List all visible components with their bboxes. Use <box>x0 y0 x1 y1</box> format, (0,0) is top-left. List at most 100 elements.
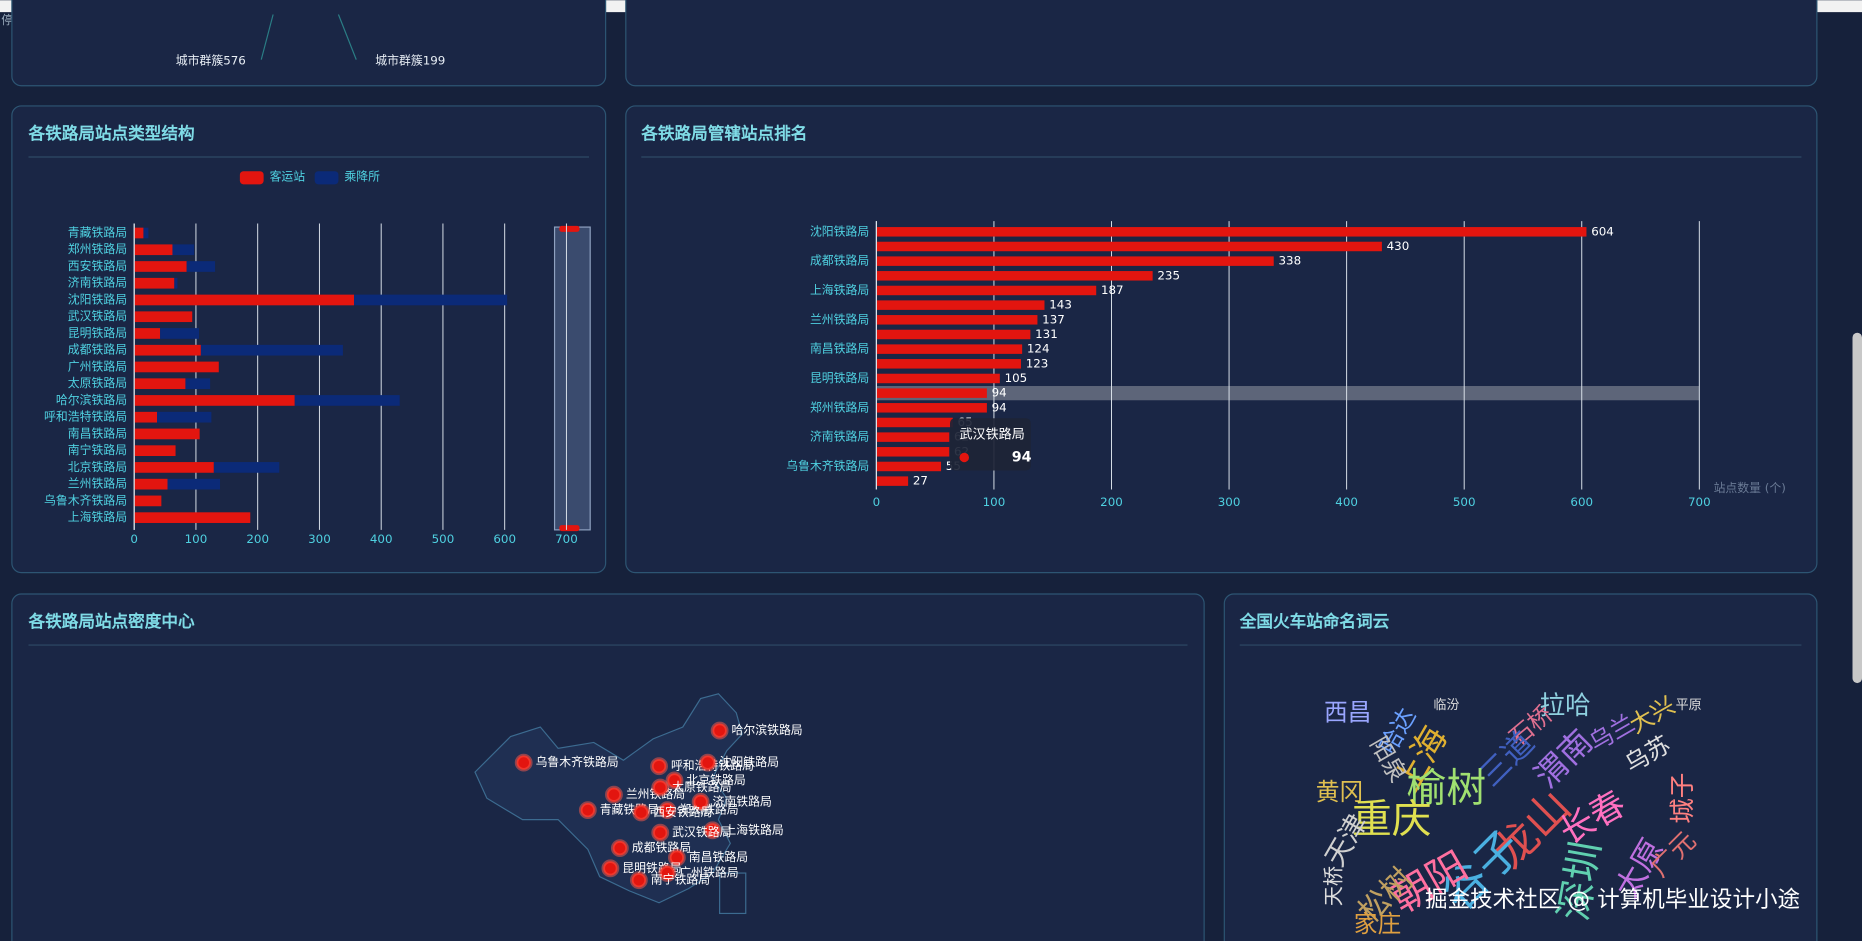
y-tick-label: 南宁铁路局 <box>68 443 127 457</box>
y-tick-label: 兰州铁路局 <box>810 312 869 326</box>
x-tick-label: 500 <box>432 532 455 546</box>
cloud-word: 黄冈 <box>1316 778 1364 806</box>
y-tick-label: 沈阳铁路局 <box>68 292 127 306</box>
value-label: 430 <box>1387 239 1410 253</box>
y-tick-label: 昆明铁路局 <box>68 326 127 340</box>
y-tick-label: 济南铁路局 <box>68 276 127 290</box>
x-axis-label: 站点数量 (个) <box>1714 481 1786 495</box>
station-point <box>691 792 710 811</box>
y-tick-label: 郑州铁路局 <box>68 242 127 256</box>
y-tick-label: 成都铁路局 <box>810 254 869 268</box>
value-label: 124 <box>1027 342 1050 356</box>
bar <box>876 344 1023 354</box>
tooltip-dot <box>959 452 969 463</box>
value-label: 604 <box>1591 224 1614 238</box>
station-point <box>651 823 670 842</box>
bar <box>876 300 1045 310</box>
value-label: 27 <box>913 474 928 488</box>
point-label: 上海铁路局 <box>724 823 783 837</box>
bar <box>876 403 987 413</box>
x-tick-label: 0 <box>130 532 138 546</box>
value-label: 137 <box>1042 312 1065 326</box>
scrollbar[interactable] <box>1852 332 1862 684</box>
cloud-word: 临汾 <box>1433 698 1459 713</box>
bar-segment <box>134 495 162 507</box>
graph-edge <box>260 14 357 60</box>
bar-segment <box>134 428 200 440</box>
value-label: 123 <box>1026 356 1049 370</box>
hover-band <box>876 386 1700 401</box>
station-point <box>710 721 729 740</box>
value-label: 338 <box>1278 254 1301 268</box>
bar-segment <box>134 411 158 423</box>
cloud-word: 重庆 <box>1352 797 1432 843</box>
y-tick-label: 广州铁路局 <box>68 359 127 373</box>
cluster-label: 城市群簇199 <box>375 53 445 67</box>
zoom-slider[interactable] <box>553 226 591 531</box>
x-tick-label: 300 <box>308 532 331 546</box>
bar-segment <box>134 227 144 239</box>
bar-segment <box>167 478 221 490</box>
station-point <box>605 785 623 804</box>
bar-segment <box>157 411 212 423</box>
y-tick-label: 西安铁路局 <box>68 259 127 273</box>
bar <box>876 329 1031 340</box>
point-label: 西安铁路局 <box>653 805 712 819</box>
bar-segment <box>294 395 400 406</box>
cloud-word: 拉哈 <box>1540 691 1591 721</box>
x-tick-label: 200 <box>1100 495 1123 509</box>
cloud-word: 家庄 <box>1354 910 1402 938</box>
bar <box>876 373 1000 384</box>
bar-segment <box>134 512 251 523</box>
bar-segment <box>134 395 295 406</box>
point-label: 济南铁路局 <box>713 794 772 808</box>
cloud-word: 榆树 <box>1407 766 1487 812</box>
corner-mark: 停 <box>1 13 13 27</box>
bar <box>876 271 1153 281</box>
y-tick-label: 南昌铁路局 <box>68 426 127 440</box>
station-point <box>667 848 686 867</box>
y-tick-label: 乌鲁木齐铁路局 <box>786 459 869 473</box>
bar <box>876 388 987 398</box>
point-label: 广州铁路局 <box>679 866 738 880</box>
station-point <box>651 778 670 797</box>
y-tick-label: 成都铁路局 <box>68 343 127 357</box>
y-tick-label: 太原铁路局 <box>68 376 127 390</box>
point-label: 南昌铁路局 <box>689 850 748 864</box>
station-point <box>514 753 533 772</box>
x-tick-label: 300 <box>1218 495 1241 509</box>
y-tick-label: 上海铁路局 <box>810 283 869 297</box>
y-tick-label: 武汉铁路局 <box>68 309 127 323</box>
x-tick-label: 600 <box>1570 495 1593 509</box>
bar-segment <box>160 328 200 339</box>
x-tick-label: 0 <box>873 495 881 509</box>
value-label: 235 <box>1157 268 1180 282</box>
station-point <box>703 821 722 840</box>
value-label: 105 <box>1005 371 1028 385</box>
bar <box>876 417 953 428</box>
bar-segment <box>134 462 214 473</box>
point-label: 沈阳铁路局 <box>720 755 779 769</box>
x-tick-label: 500 <box>1453 495 1476 509</box>
bar-segment <box>134 344 201 356</box>
x-tick-label: 700 <box>1688 495 1711 509</box>
x-tick-label: 600 <box>493 532 516 546</box>
inset-frame <box>719 872 747 915</box>
y-tick-label: 济南铁路局 <box>810 430 869 444</box>
bar-segment <box>354 294 508 306</box>
value-label: 94 <box>992 400 1007 414</box>
station-point <box>629 871 648 890</box>
bar <box>876 315 1038 325</box>
station-point <box>610 839 629 858</box>
zoom-handle[interactable] <box>559 225 580 232</box>
station-point <box>650 757 668 776</box>
y-tick-label: 哈尔滨铁路局 <box>56 393 127 407</box>
station-point <box>665 771 684 790</box>
zoom-handle[interactable] <box>559 525 580 532</box>
x-tick-label: 200 <box>246 532 269 546</box>
point-label: 武汉铁路局 <box>672 825 731 839</box>
x-tick-label: 400 <box>1335 495 1358 509</box>
station-point <box>578 801 597 820</box>
station-point <box>698 753 717 772</box>
